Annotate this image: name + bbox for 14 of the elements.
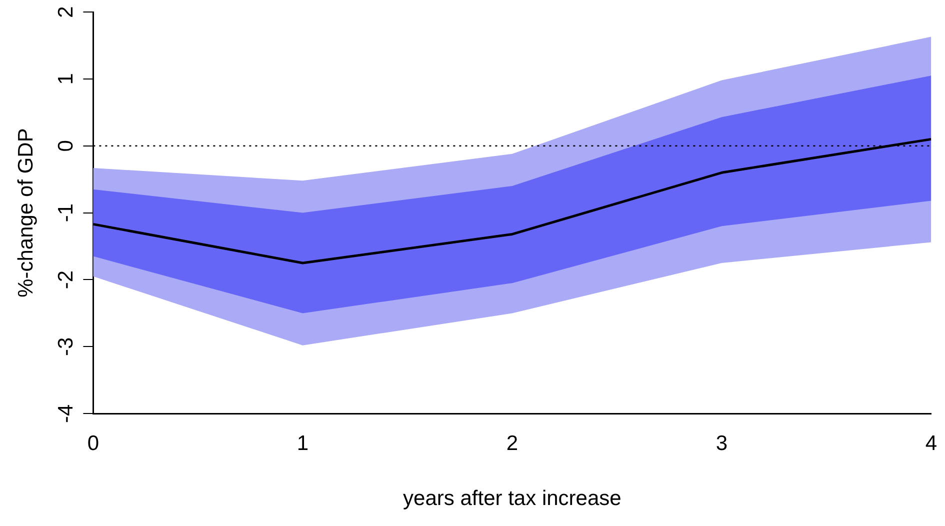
y-tick-label: -3: [54, 337, 78, 356]
x-tick-label: 2: [506, 432, 518, 455]
x-axis-title: years after tax increase: [403, 487, 622, 510]
x-tick-label: 1: [296, 432, 309, 455]
x-tick-label: 4: [925, 432, 938, 455]
y-tick-label: 0: [54, 140, 78, 152]
y-tick-label: -1: [54, 203, 78, 222]
y-tick-label: 2: [54, 6, 78, 18]
y-tick-label: -2: [54, 270, 78, 290]
x-tick-label: 3: [716, 432, 728, 455]
y-axis-title: %-change of GDP: [14, 128, 38, 298]
y-tick-label: 1: [54, 73, 78, 85]
y-tick-label: -4: [54, 404, 78, 423]
x-tick-label: 0: [87, 432, 100, 455]
